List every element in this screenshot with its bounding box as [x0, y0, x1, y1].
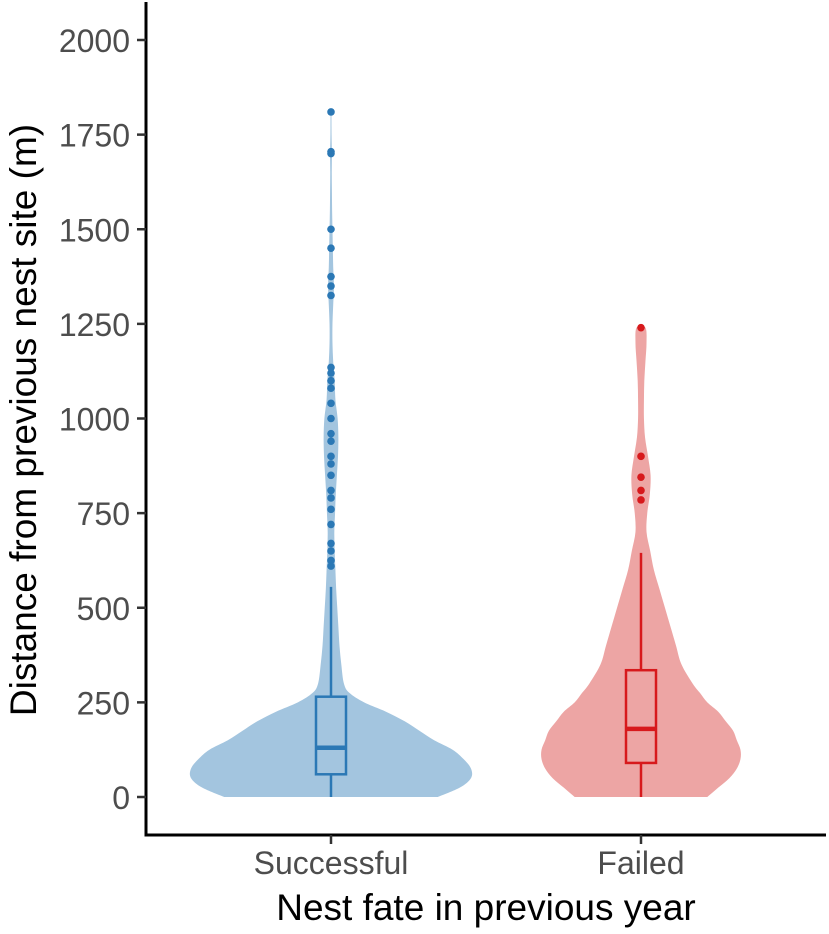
outlier-point — [327, 147, 335, 156]
iqr-box — [624, 668, 658, 765]
outlier-point — [327, 225, 335, 234]
outlier-point — [327, 437, 335, 446]
outlier-point — [637, 496, 645, 504]
y-tick-label: 1500 — [59, 212, 130, 248]
outlier-point — [327, 520, 335, 529]
outlier-point — [637, 486, 645, 495]
outlier-point — [637, 323, 645, 332]
y-tick-label: 1250 — [59, 307, 130, 343]
outlier-point — [327, 414, 335, 423]
x-axis-title: Nest fate in previous year — [276, 887, 696, 928]
outlier-point — [327, 547, 335, 555]
y-axis-ticks: 0 250 500 750 1000 1250 1500 1750 2000 — [59, 23, 146, 816]
outlier-point — [327, 471, 335, 480]
plot-area — [189, 108, 741, 797]
y-tick-label: 2000 — [59, 23, 130, 59]
outlier-point — [327, 399, 335, 408]
violin-group-successful — [189, 108, 473, 797]
y-tick-label: 1000 — [59, 402, 130, 438]
outlier-point — [327, 384, 335, 393]
outlier-point — [327, 376, 335, 385]
y-axis-title: Distance from previous nest site (m) — [3, 124, 44, 716]
outlier-point — [327, 244, 335, 252]
outlier-point — [637, 473, 645, 481]
x-tick-label: Successful — [254, 845, 409, 881]
y-tick-label: 0 — [112, 780, 130, 816]
outlier-point — [327, 282, 335, 290]
axes: 0 250 500 750 1000 1250 1500 1750 2000 Successfu… — [59, 2, 826, 881]
violin-group-failed — [541, 323, 741, 797]
y-tick-label: 250 — [77, 685, 130, 721]
outlier-point — [327, 369, 335, 377]
x-axis-ticks: Successful Failed — [254, 835, 685, 881]
x-tick-label: Failed — [597, 845, 684, 881]
outlier-point — [327, 108, 335, 116]
outlier-point — [327, 460, 335, 468]
y-tick-label: 500 — [77, 591, 130, 627]
outlier-point — [327, 291, 335, 300]
y-tick-label: 750 — [77, 496, 130, 532]
y-tick-label: 1750 — [59, 118, 130, 154]
outlier-point — [327, 494, 335, 502]
outlier-point — [327, 452, 335, 461]
outlier-point — [327, 363, 335, 372]
iqr-box — [314, 695, 348, 776]
outlier-point — [327, 562, 335, 570]
outlier-point — [637, 452, 645, 461]
outlier-point — [327, 539, 335, 548]
outlier-point — [327, 429, 335, 438]
outlier-point — [327, 556, 335, 565]
outlier-point — [327, 486, 335, 495]
outlier-point — [327, 272, 335, 281]
outlier-point — [327, 505, 335, 514]
